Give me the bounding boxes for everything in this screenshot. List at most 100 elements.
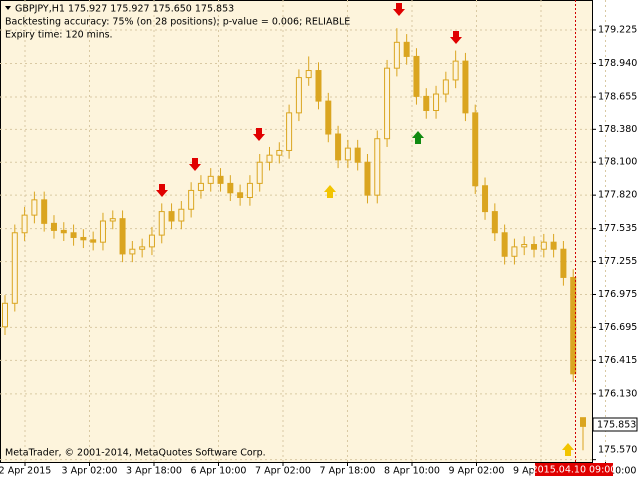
candle-body [246, 182, 253, 198]
x-tick-label: 3 Apr 02:00 [62, 466, 118, 477]
candle-body [462, 60, 469, 114]
candle-body [266, 154, 273, 163]
candle-body [139, 246, 146, 250]
info-line: Backtesting accuracy: 75% (on 28 positio… [5, 17, 350, 28]
candle-body [413, 55, 420, 97]
candle-body [227, 182, 234, 194]
x-tick-label: 7 Apr 18:00 [320, 466, 376, 477]
y-tick-label: 176.695 [598, 322, 637, 333]
y-tick-label: 177.820 [598, 190, 637, 201]
candle-body [178, 208, 185, 222]
candle-body [305, 70, 312, 79]
candle-body [99, 220, 106, 243]
candle-body [550, 241, 557, 250]
y-tick-label: 178.100 [598, 157, 637, 168]
y-tick-label: 178.940 [598, 58, 637, 69]
candle-body [344, 147, 351, 161]
x-tick-label: 9 Apr 02:00 [449, 466, 505, 477]
candle-body [90, 239, 97, 243]
candle-body [482, 185, 489, 213]
sell-arrow [450, 31, 462, 44]
candle-body [511, 246, 518, 257]
candle-body [364, 161, 371, 196]
info-line: Expiry time: 120 mins. [5, 30, 113, 41]
candle-body [374, 138, 381, 196]
candle-body [354, 147, 361, 163]
cursor-time-box [535, 463, 613, 476]
y-tick-label: 176.975 [598, 289, 637, 300]
candle-body [31, 199, 38, 216]
y-tick-label: 177.255 [598, 256, 637, 267]
candle-body [237, 192, 244, 198]
x-tick-label: 2 Apr 2015 [0, 466, 51, 477]
candle-body [560, 248, 567, 278]
signal-arrows [156, 3, 574, 456]
y-tick-label: 178.655 [598, 91, 637, 102]
candle-body [129, 248, 136, 255]
candle-body [119, 218, 126, 255]
buy-arrow [412, 131, 424, 144]
candle-body [60, 229, 67, 234]
candle-body [452, 60, 459, 81]
candle-body [256, 161, 263, 184]
candle-body [41, 199, 48, 224]
candle-body [521, 244, 528, 248]
candle-body [295, 77, 302, 114]
candle-body [580, 417, 586, 427]
candle-body [197, 182, 204, 191]
candle-body [188, 189, 195, 210]
candle-body [384, 67, 391, 140]
candle-body [50, 222, 57, 231]
candle-body [168, 211, 175, 222]
x-tick-label: 6 Apr 10:00 [191, 466, 247, 477]
x-tick-label: 8 Apr 10:00 [384, 466, 440, 477]
candle-body [276, 149, 283, 156]
buy-arrow [324, 185, 336, 198]
sell-arrow [393, 3, 405, 16]
header-marker [5, 6, 11, 10]
y-tick-label: 177.535 [598, 223, 637, 234]
candle-body [423, 95, 430, 112]
buy-arrow [562, 443, 574, 456]
candle-body [501, 232, 508, 257]
candle-body [403, 41, 410, 57]
candle-body [393, 41, 400, 69]
candle-body [11, 232, 18, 304]
x-tick-label: 3 Apr 18:00 [126, 466, 182, 477]
candle-body [491, 211, 498, 234]
sell-arrow [156, 184, 168, 197]
grid [0, 0, 606, 462]
candle-body [531, 244, 538, 250]
sell-arrow [189, 158, 201, 171]
candle-body [21, 214, 28, 234]
candle-body [2, 302, 8, 328]
candle-body [109, 218, 116, 222]
candle-body [80, 236, 87, 241]
candle-body [315, 70, 322, 102]
candle-body [335, 133, 342, 161]
y-tick-label: 176.415 [598, 355, 637, 366]
candles [2, 28, 586, 451]
price-axis: 179.225 178.940 178.655 178.380 178.100 177.8… [592, 24, 637, 461]
candle-body [472, 112, 479, 187]
candle-body [286, 112, 293, 151]
candle-body [158, 211, 165, 236]
sell-arrow [253, 128, 265, 141]
candle-body [207, 175, 214, 184]
candle-body [148, 234, 155, 248]
price-label: 175.853 [597, 420, 636, 431]
y-tick-label: 178.380 [598, 124, 637, 135]
candle-body [433, 93, 440, 112]
candle-body [217, 175, 224, 184]
chart-header: GBPJPY,H1 175.927 175.927 175.650 175.85… [15, 4, 234, 15]
candle-body [325, 100, 332, 135]
y-tick-label: 175.570 [598, 445, 637, 456]
y-tick-label: 179.225 [598, 24, 637, 35]
copyright: MetaTrader, © 2001-2014, MetaQuotes Soft… [5, 448, 266, 459]
candle-body [540, 241, 547, 250]
y-tick-label: 176.130 [598, 388, 637, 399]
candle-body [442, 79, 449, 95]
cursor-time: 2015.04.10 09:00 [532, 465, 617, 476]
price-label-box [592, 417, 638, 432]
